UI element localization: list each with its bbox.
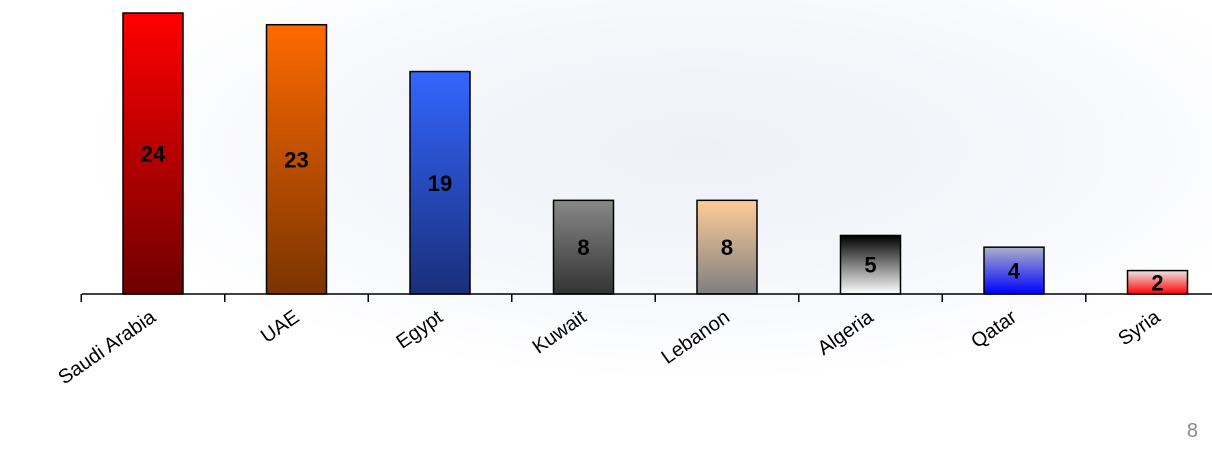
bar-kuwait bbox=[552, 199, 615, 295]
tick-label-saudi-arabia: Saudi Arabia bbox=[54, 306, 160, 390]
tick-label-qatar: Qatar bbox=[967, 306, 1021, 353]
bar-egypt bbox=[409, 70, 471, 295]
tick-label-syria: Syria bbox=[1114, 306, 1165, 351]
tick-label-algeria: Algeria bbox=[814, 306, 878, 360]
data-label-lebanon: 8 bbox=[721, 235, 733, 260]
bar-lebanon bbox=[696, 199, 758, 295]
page-number: 8 bbox=[1186, 420, 1198, 442]
data-label-saudi-arabia: 24 bbox=[141, 142, 166, 167]
data-label-algeria: 5 bbox=[864, 253, 876, 278]
data-label-syria: 2 bbox=[1151, 270, 1163, 295]
tick-label-lebanon: Lebanon bbox=[657, 306, 733, 369]
bar-qatar bbox=[983, 246, 1045, 295]
bar-uae bbox=[265, 23, 328, 295]
data-label-kuwait: 8 bbox=[577, 235, 589, 260]
data-label-qatar: 4 bbox=[1008, 259, 1021, 284]
tick-label-uae: UAE bbox=[257, 306, 303, 348]
data-label-egypt: 19 bbox=[428, 171, 452, 196]
tick-label-kuwait: Kuwait bbox=[529, 306, 591, 359]
tick-label-egypt: Egypt bbox=[392, 306, 447, 354]
bar-algeria bbox=[839, 234, 902, 295]
data-label-uae: 23 bbox=[284, 147, 308, 172]
